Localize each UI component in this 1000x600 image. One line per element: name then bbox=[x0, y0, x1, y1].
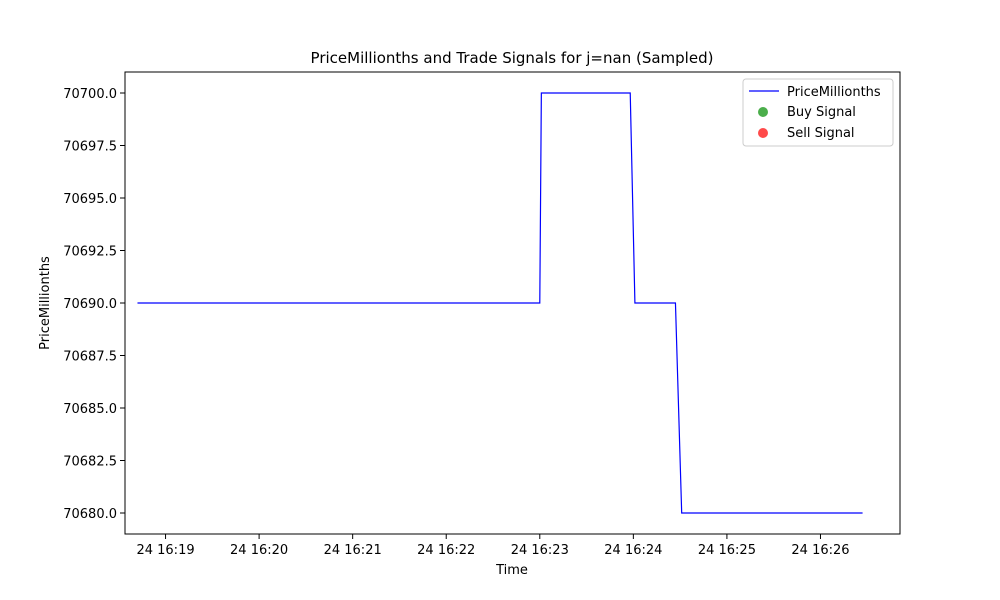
y-tick-label: 70692.5 bbox=[63, 245, 117, 260]
y-tick-label: 70685.0 bbox=[63, 402, 117, 417]
x-tick-label: 24 16:23 bbox=[511, 543, 569, 558]
legend-box bbox=[742, 78, 894, 147]
x-tick-label: 24 16:22 bbox=[417, 543, 475, 558]
x-tick-label: 24 16:25 bbox=[698, 543, 756, 558]
x-tick-label: 24 16:20 bbox=[230, 543, 288, 558]
x-tick-label: 24 16:24 bbox=[604, 543, 662, 558]
chart-title: PriceMillionths and Trade Signals for j=… bbox=[311, 49, 714, 67]
y-axis-label: PriceMillionths bbox=[38, 256, 53, 350]
plot-area: 70680.0 70682.5 70685.0 70687.5 70690.0 70692… bbox=[63, 87, 863, 558]
plot-frame bbox=[124, 71, 901, 535]
y-tick-label: 70687.5 bbox=[63, 350, 117, 365]
x-tick-label: 24 16:26 bbox=[791, 543, 849, 558]
y-tick-label: 70697.5 bbox=[63, 140, 117, 155]
y-tick-label: 70682.5 bbox=[63, 455, 117, 470]
legend-label-sell-signal: Sell Signal bbox=[787, 126, 855, 141]
x-tick-label: 24 16:21 bbox=[324, 543, 382, 558]
series-line-pricemillionths bbox=[137, 92, 863, 514]
x-tick-label: 24 16:19 bbox=[136, 543, 194, 558]
x-axis-label: Time bbox=[495, 563, 528, 578]
legend-label-pricemillionths: PriceMillionths bbox=[787, 85, 881, 100]
y-tick-label: 70695.0 bbox=[63, 192, 117, 207]
legend-swatch-buy-signal bbox=[758, 107, 768, 117]
y-tick-label: 70690.0 bbox=[63, 297, 117, 312]
y-tick-label: 70680.0 bbox=[63, 507, 117, 522]
legend: PriceMillionths Buy Signal Sell Signal bbox=[742, 78, 894, 147]
legend-label-buy-signal: Buy Signal bbox=[787, 105, 856, 120]
y-tick-label: 70700.0 bbox=[63, 87, 117, 102]
legend-swatch-sell-signal bbox=[758, 128, 768, 138]
